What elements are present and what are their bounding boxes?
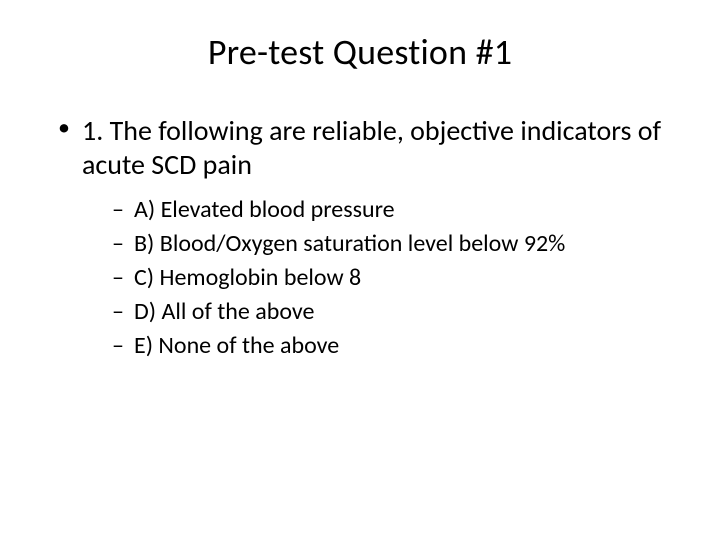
option-a: A) Elevated blood pressure [112, 195, 680, 225]
slide: Pre-test Question #1 1. The following ar… [0, 0, 720, 540]
slide-body: 1. The following are reliable, objective… [40, 114, 680, 361]
question-item: 1. The following are reliable, objective… [58, 114, 680, 361]
slide-title: Pre-test Question #1 [40, 30, 680, 74]
option-d: D) All of the above [112, 297, 680, 327]
option-e: E) None of the above [112, 331, 680, 361]
option-b: B) Blood/Oxygen saturation level below 9… [112, 229, 680, 259]
options-list: A) Elevated blood pressure B) Blood/Oxyg… [82, 195, 680, 361]
option-c: C) Hemoglobin below 8 [112, 263, 680, 293]
question-text: 1. The following are reliable, objective… [82, 113, 661, 182]
question-list: 1. The following are reliable, objective… [58, 114, 680, 361]
